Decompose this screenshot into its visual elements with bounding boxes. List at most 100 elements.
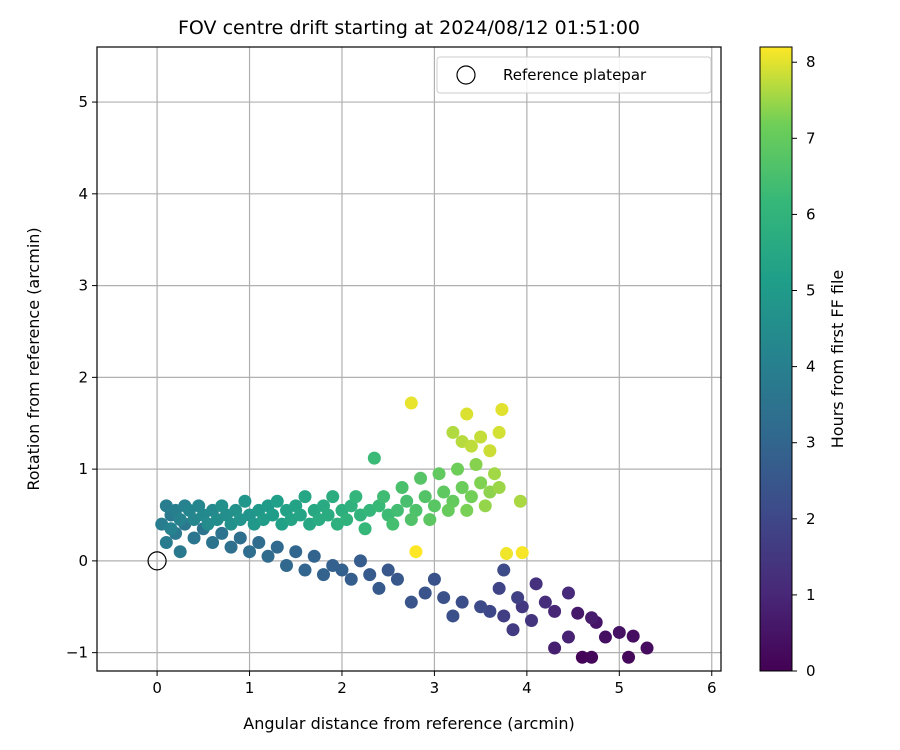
data-point [427, 572, 441, 586]
colorbar-tick-label: 6 [806, 205, 816, 223]
data-point [515, 546, 529, 560]
data-point [455, 480, 469, 494]
data-point [497, 563, 511, 577]
data-point [451, 462, 465, 476]
data-point [418, 586, 432, 600]
data-point [358, 522, 372, 536]
data-point [446, 425, 460, 439]
data-point [548, 604, 562, 618]
data-point [381, 563, 395, 577]
data-point [497, 609, 511, 623]
data-point [432, 467, 446, 481]
colorbar: 0 1 2 3 4 5 6 7 8 Hours from first FF file [759, 46, 847, 680]
data-point [363, 568, 377, 582]
colorbar-tick-label: 4 [806, 358, 816, 376]
data-point [511, 591, 525, 605]
data-point [386, 517, 400, 531]
legend-marker-reference [456, 65, 476, 85]
data-point [293, 508, 307, 522]
x-tick-label: 4 [522, 679, 532, 697]
grid [97, 47, 721, 671]
x-tick-label: 0 [152, 679, 162, 697]
data-point [353, 554, 367, 568]
data-point [585, 611, 599, 625]
data-point [506, 623, 520, 637]
data-point [243, 545, 257, 559]
data-point [164, 522, 178, 536]
colorbar-tick-label: 7 [806, 129, 816, 147]
data-point [437, 485, 451, 499]
reference-layer [147, 551, 167, 571]
data-point [377, 490, 391, 504]
data-point [390, 572, 404, 586]
data-point [495, 402, 509, 416]
data-point [159, 536, 173, 550]
data-point [427, 499, 441, 513]
legend-box [436, 56, 712, 94]
data-point [464, 439, 478, 453]
data-point [612, 625, 626, 639]
colorbar-tick-label: 5 [806, 282, 816, 300]
x-tick-label: 1 [245, 679, 255, 697]
data-point [478, 499, 492, 513]
data-point [488, 467, 502, 481]
x-axis-label: Angular distance from reference (arcmin) [243, 714, 574, 733]
data-point [418, 490, 432, 504]
data-point [233, 531, 247, 545]
data-point [298, 563, 312, 577]
data-point [640, 641, 654, 655]
y-tick-label: 3 [78, 277, 88, 295]
data-point [215, 526, 229, 540]
x-tick-label: 6 [707, 679, 717, 697]
data-point [372, 581, 386, 595]
data-point [270, 540, 284, 554]
data-point [395, 480, 409, 494]
x-tick-label: 5 [615, 679, 625, 697]
data-point [492, 581, 506, 595]
data-point [483, 444, 497, 458]
data-point [500, 547, 514, 561]
data-point [173, 513, 187, 527]
data-point [298, 490, 312, 504]
data-point [513, 494, 527, 508]
data-point [524, 614, 538, 628]
data-point [441, 503, 455, 517]
data-point [224, 540, 238, 554]
data-point [492, 425, 506, 439]
data-points [155, 396, 654, 664]
data-point [266, 508, 280, 522]
data-point [492, 480, 506, 494]
data-point [326, 558, 340, 572]
data-point [316, 568, 330, 582]
colorbar-label: Hours from first FF file [828, 270, 847, 449]
colorbar-tick-label: 0 [806, 662, 816, 680]
data-point [460, 407, 474, 421]
data-point [469, 458, 483, 472]
data-point [270, 494, 284, 508]
legend-entry-reference: Reference platepar [503, 66, 647, 84]
data-point [585, 650, 599, 664]
data-point [261, 549, 275, 563]
reference-marker [147, 551, 167, 571]
y-tick-label: 0 [78, 552, 88, 570]
axis-ticks: 0 1 2 3 4 5 6 −1 0 1 2 3 4 5 [66, 93, 717, 697]
plot-frame [96, 46, 722, 672]
colorbar-tick-label: 2 [806, 510, 816, 528]
data-point [344, 572, 358, 586]
data-point [622, 650, 636, 664]
y-axis-label: Rotation from reference (arcmin) [24, 227, 43, 490]
colorbar-ticks: 0 1 2 3 4 5 6 7 8 [792, 53, 816, 680]
colorbar-gradient [759, 46, 793, 672]
legend: Reference platepar [436, 56, 712, 94]
colorbar-tick-label: 3 [806, 434, 816, 452]
data-point [446, 609, 460, 623]
data-point [187, 531, 201, 545]
data-point [474, 430, 488, 444]
colorbar-tick-label: 8 [806, 53, 816, 71]
chart-title: FOV centre drift starting at 2024/08/12 … [178, 17, 640, 39]
data-point [474, 600, 488, 614]
data-point [474, 476, 488, 490]
data-point [390, 503, 404, 517]
data-point [367, 451, 381, 465]
data-point [404, 595, 418, 609]
